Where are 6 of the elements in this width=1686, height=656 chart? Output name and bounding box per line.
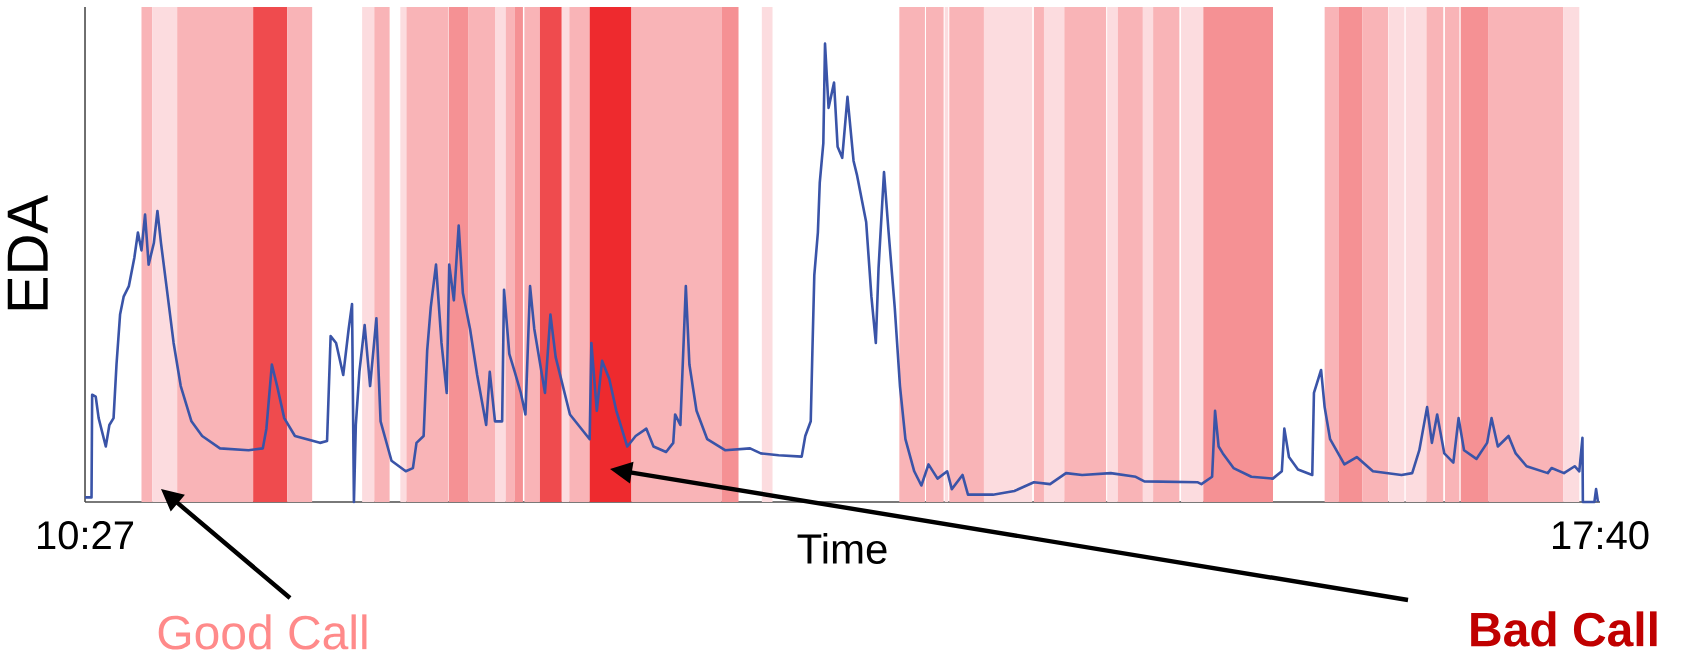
x-axis-title: Time	[797, 532, 887, 564]
x-tick-label: 17:40	[1553, 520, 1649, 550]
y-axis-title: EDA	[7, 194, 48, 310]
text: Good Call	[158, 614, 367, 650]
text: Bad Call	[1471, 611, 1657, 647]
x-tick-label: 10:27	[38, 520, 134, 550]
